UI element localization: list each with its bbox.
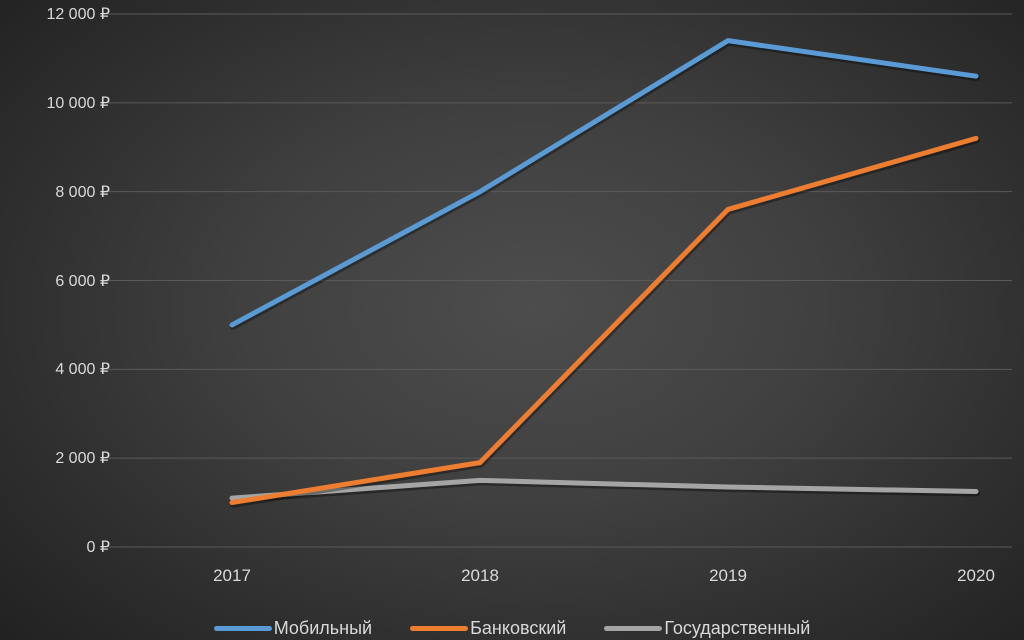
legend-swatch-icon: [604, 626, 663, 631]
legend-item: Государственный: [604, 618, 810, 639]
legend-label: Мобильный: [273, 618, 373, 638]
y-tick-label: 12 000 ₽: [46, 6, 110, 23]
legend-label: Банковский: [470, 618, 567, 638]
series-lines: [229, 38, 980, 508]
x-tick-label: 2017: [213, 566, 251, 585]
series-line-shadow: [230, 39, 980, 330]
legend-label: Государственный: [664, 618, 811, 638]
series-line-mobile: [229, 38, 979, 328]
legend-item: Мобильный: [213, 618, 373, 639]
y-tick-label: 8 000 ₽: [55, 183, 110, 201]
gridlines: [108, 13, 1012, 548]
legend: Мобильный Банковский Государственный: [0, 618, 1024, 639]
y-tick-label: 4 000 ₽: [55, 361, 110, 379]
legend-item: Банковский: [410, 618, 566, 639]
x-tick-label: 2020: [957, 566, 995, 585]
x-tick-label: 2018: [461, 566, 499, 585]
y-tick-label: 10 000 ₽: [46, 94, 110, 112]
series-line-shadow: [230, 137, 980, 508]
legend-swatch-icon: [410, 626, 469, 631]
x-tick-label: 2019: [709, 566, 747, 585]
series-line-bank: [229, 135, 979, 506]
legend-swatch-icon: [213, 626, 272, 631]
y-tick-label: 6 000 ₽: [55, 272, 110, 290]
y-tick-label: 2 000 ₽: [55, 450, 110, 468]
y-tick-label: 0 ₽: [86, 539, 110, 556]
series-line-state: [229, 477, 979, 501]
